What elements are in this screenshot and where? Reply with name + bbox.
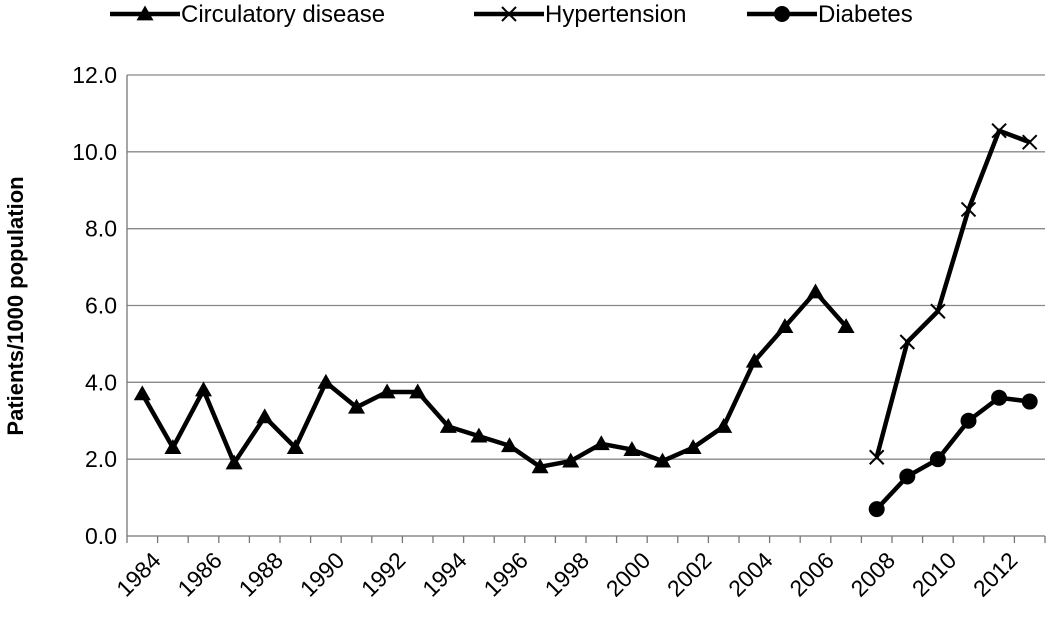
circulatory-disease-point	[654, 452, 671, 468]
x-marker-stroke	[1021, 134, 1038, 150]
x-tick-label: 1992	[356, 547, 411, 602]
circulatory-disease-point	[195, 381, 212, 397]
circulatory-disease-point	[715, 418, 733, 433]
circulatory-disease-point	[807, 283, 824, 299]
diabetes-point	[868, 501, 885, 518]
x-tick-label: 2012	[968, 547, 1023, 602]
x-marker-stroke	[930, 303, 946, 319]
circulatory-disease-point	[256, 408, 274, 424]
y-tick-label: 2.0	[85, 446, 117, 472]
legend-marker	[501, 6, 517, 22]
x-tick-label: 1994	[417, 547, 472, 602]
y-axis-title: Patients/1000 population	[3, 176, 28, 435]
circulatory-disease-point	[684, 439, 702, 455]
y-tick-label: 0.0	[85, 523, 117, 549]
x-marker-stroke	[960, 201, 977, 218]
legend-marker	[136, 5, 154, 21]
circulatory-disease-point	[531, 458, 549, 474]
x-marker-stroke	[501, 6, 517, 22]
y-tick-label: 8.0	[85, 216, 117, 242]
x-tick-label: 1998	[540, 547, 595, 602]
legend-label: Diabetes	[818, 1, 913, 28]
circulatory-disease-point	[317, 373, 335, 389]
y-tick-label: 10.0	[72, 139, 117, 165]
circulatory-disease-point	[776, 318, 794, 334]
hypertension-point	[930, 303, 946, 319]
grid-layer	[127, 74, 1045, 460]
series-layer	[133, 122, 1038, 518]
y-tick-label: 6.0	[85, 293, 117, 319]
x-tick-label: 1986	[172, 547, 227, 602]
circulatory-disease-point	[348, 398, 365, 414]
diabetes-point	[960, 412, 977, 429]
circulatory-disease-point	[592, 435, 610, 451]
x-tick-label: 2004	[723, 547, 778, 602]
hypertension-point	[868, 449, 885, 465]
circulatory-disease-line	[140, 289, 848, 470]
legend-marker	[774, 6, 790, 22]
circulatory-disease-point	[623, 441, 641, 456]
circulatory-disease-point	[439, 418, 457, 433]
legend-item-diabetes: Diabetes	[747, 1, 913, 28]
hypertension-line	[874, 128, 1031, 458]
legend: Circulatory disease Hypertension Diabetes	[110, 1, 913, 28]
circulatory-disease-point	[745, 352, 763, 368]
x-tick-label: 2006	[784, 547, 839, 602]
circulatory-disease-point	[562, 452, 580, 468]
diabetes-line	[875, 395, 1030, 511]
circulatory-disease-point	[837, 318, 855, 334]
circulatory-disease-point	[286, 439, 304, 455]
hypertension-point	[991, 122, 1007, 139]
x-marker-stroke	[991, 122, 1007, 139]
y-tick-label: 12.0	[72, 62, 117, 88]
x-marker-stroke	[868, 449, 885, 465]
x-tick-label: 2000	[601, 547, 656, 602]
circulatory-disease-point	[501, 437, 518, 453]
x-tick-label: 1990	[295, 547, 350, 602]
x-tick-label: 2010	[907, 547, 962, 602]
diabetes-point	[1021, 393, 1038, 410]
circulatory-disease-point	[378, 383, 396, 399]
legend-label: Circulatory disease	[181, 1, 385, 28]
circulatory-disease-point	[133, 385, 151, 401]
diabetes-point	[929, 451, 946, 468]
x-tick-label: 2008	[846, 547, 901, 602]
circulatory-disease-point	[225, 454, 243, 470]
diabetes-point	[991, 389, 1008, 406]
circulatory-disease-point	[470, 427, 488, 443]
legend-label: Hypertension	[545, 1, 686, 28]
y-tick-label: 4.0	[85, 369, 117, 395]
legend-item-circulatory-disease: Circulatory disease	[110, 1, 385, 28]
x-tick-label: 2002	[662, 547, 717, 602]
x-tick-label: 1988	[234, 547, 289, 602]
hypertension-point	[1021, 134, 1038, 150]
circulatory-disease-point	[164, 439, 182, 455]
hypertension-point	[899, 334, 916, 350]
x-tick-label: 1996	[478, 547, 533, 602]
x-tick-label: 1984	[111, 547, 166, 602]
circulatory-disease-point	[409, 383, 427, 399]
diabetes-point	[899, 468, 916, 485]
legend-item-hypertension: Hypertension	[474, 1, 686, 28]
hypertension-point	[960, 201, 977, 218]
x-marker-stroke	[899, 334, 916, 350]
